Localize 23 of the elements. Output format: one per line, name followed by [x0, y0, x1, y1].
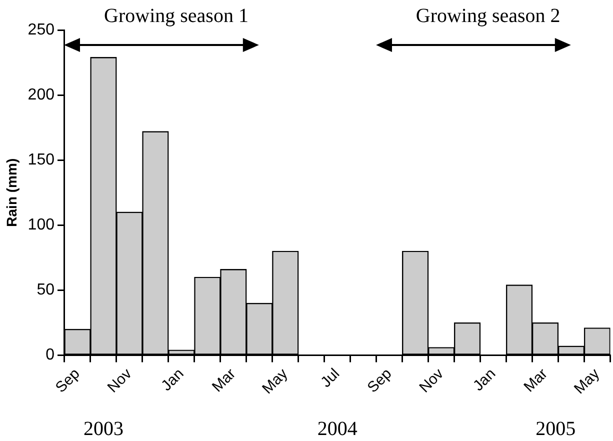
text: Growing season 1	[104, 5, 248, 27]
x-tick-label: May	[259, 364, 292, 398]
y-axis-title: Rain (mm)	[3, 158, 20, 227]
text: 2003	[83, 418, 124, 440]
y-tick-label: 100	[28, 216, 55, 234]
x-tick-label: Mar	[208, 365, 240, 396]
x-tick-label: Sep	[364, 365, 396, 396]
y-tick-label: 50	[36, 282, 55, 299]
x-tick-label: Mar	[520, 365, 552, 396]
x-tick-label: May	[570, 364, 604, 398]
y-tick-label: 150	[28, 152, 55, 168]
x-tick-label: Nov	[104, 364, 136, 396]
y-tick-label: 0	[46, 346, 55, 364]
x-tick-label: Jul	[318, 365, 344, 391]
y-tick-label: 250	[28, 21, 55, 38]
x-tick-label: Jan	[470, 365, 500, 394]
x-tick-label: Jan	[158, 365, 188, 394]
x-tick-label: Nov	[416, 364, 448, 396]
text: 2004	[317, 418, 358, 440]
text: 2005	[536, 418, 576, 440]
x-tick-label: Sep	[52, 365, 84, 396]
text: Growing season 2	[416, 5, 560, 27]
y-tick-label: 200	[28, 86, 55, 104]
